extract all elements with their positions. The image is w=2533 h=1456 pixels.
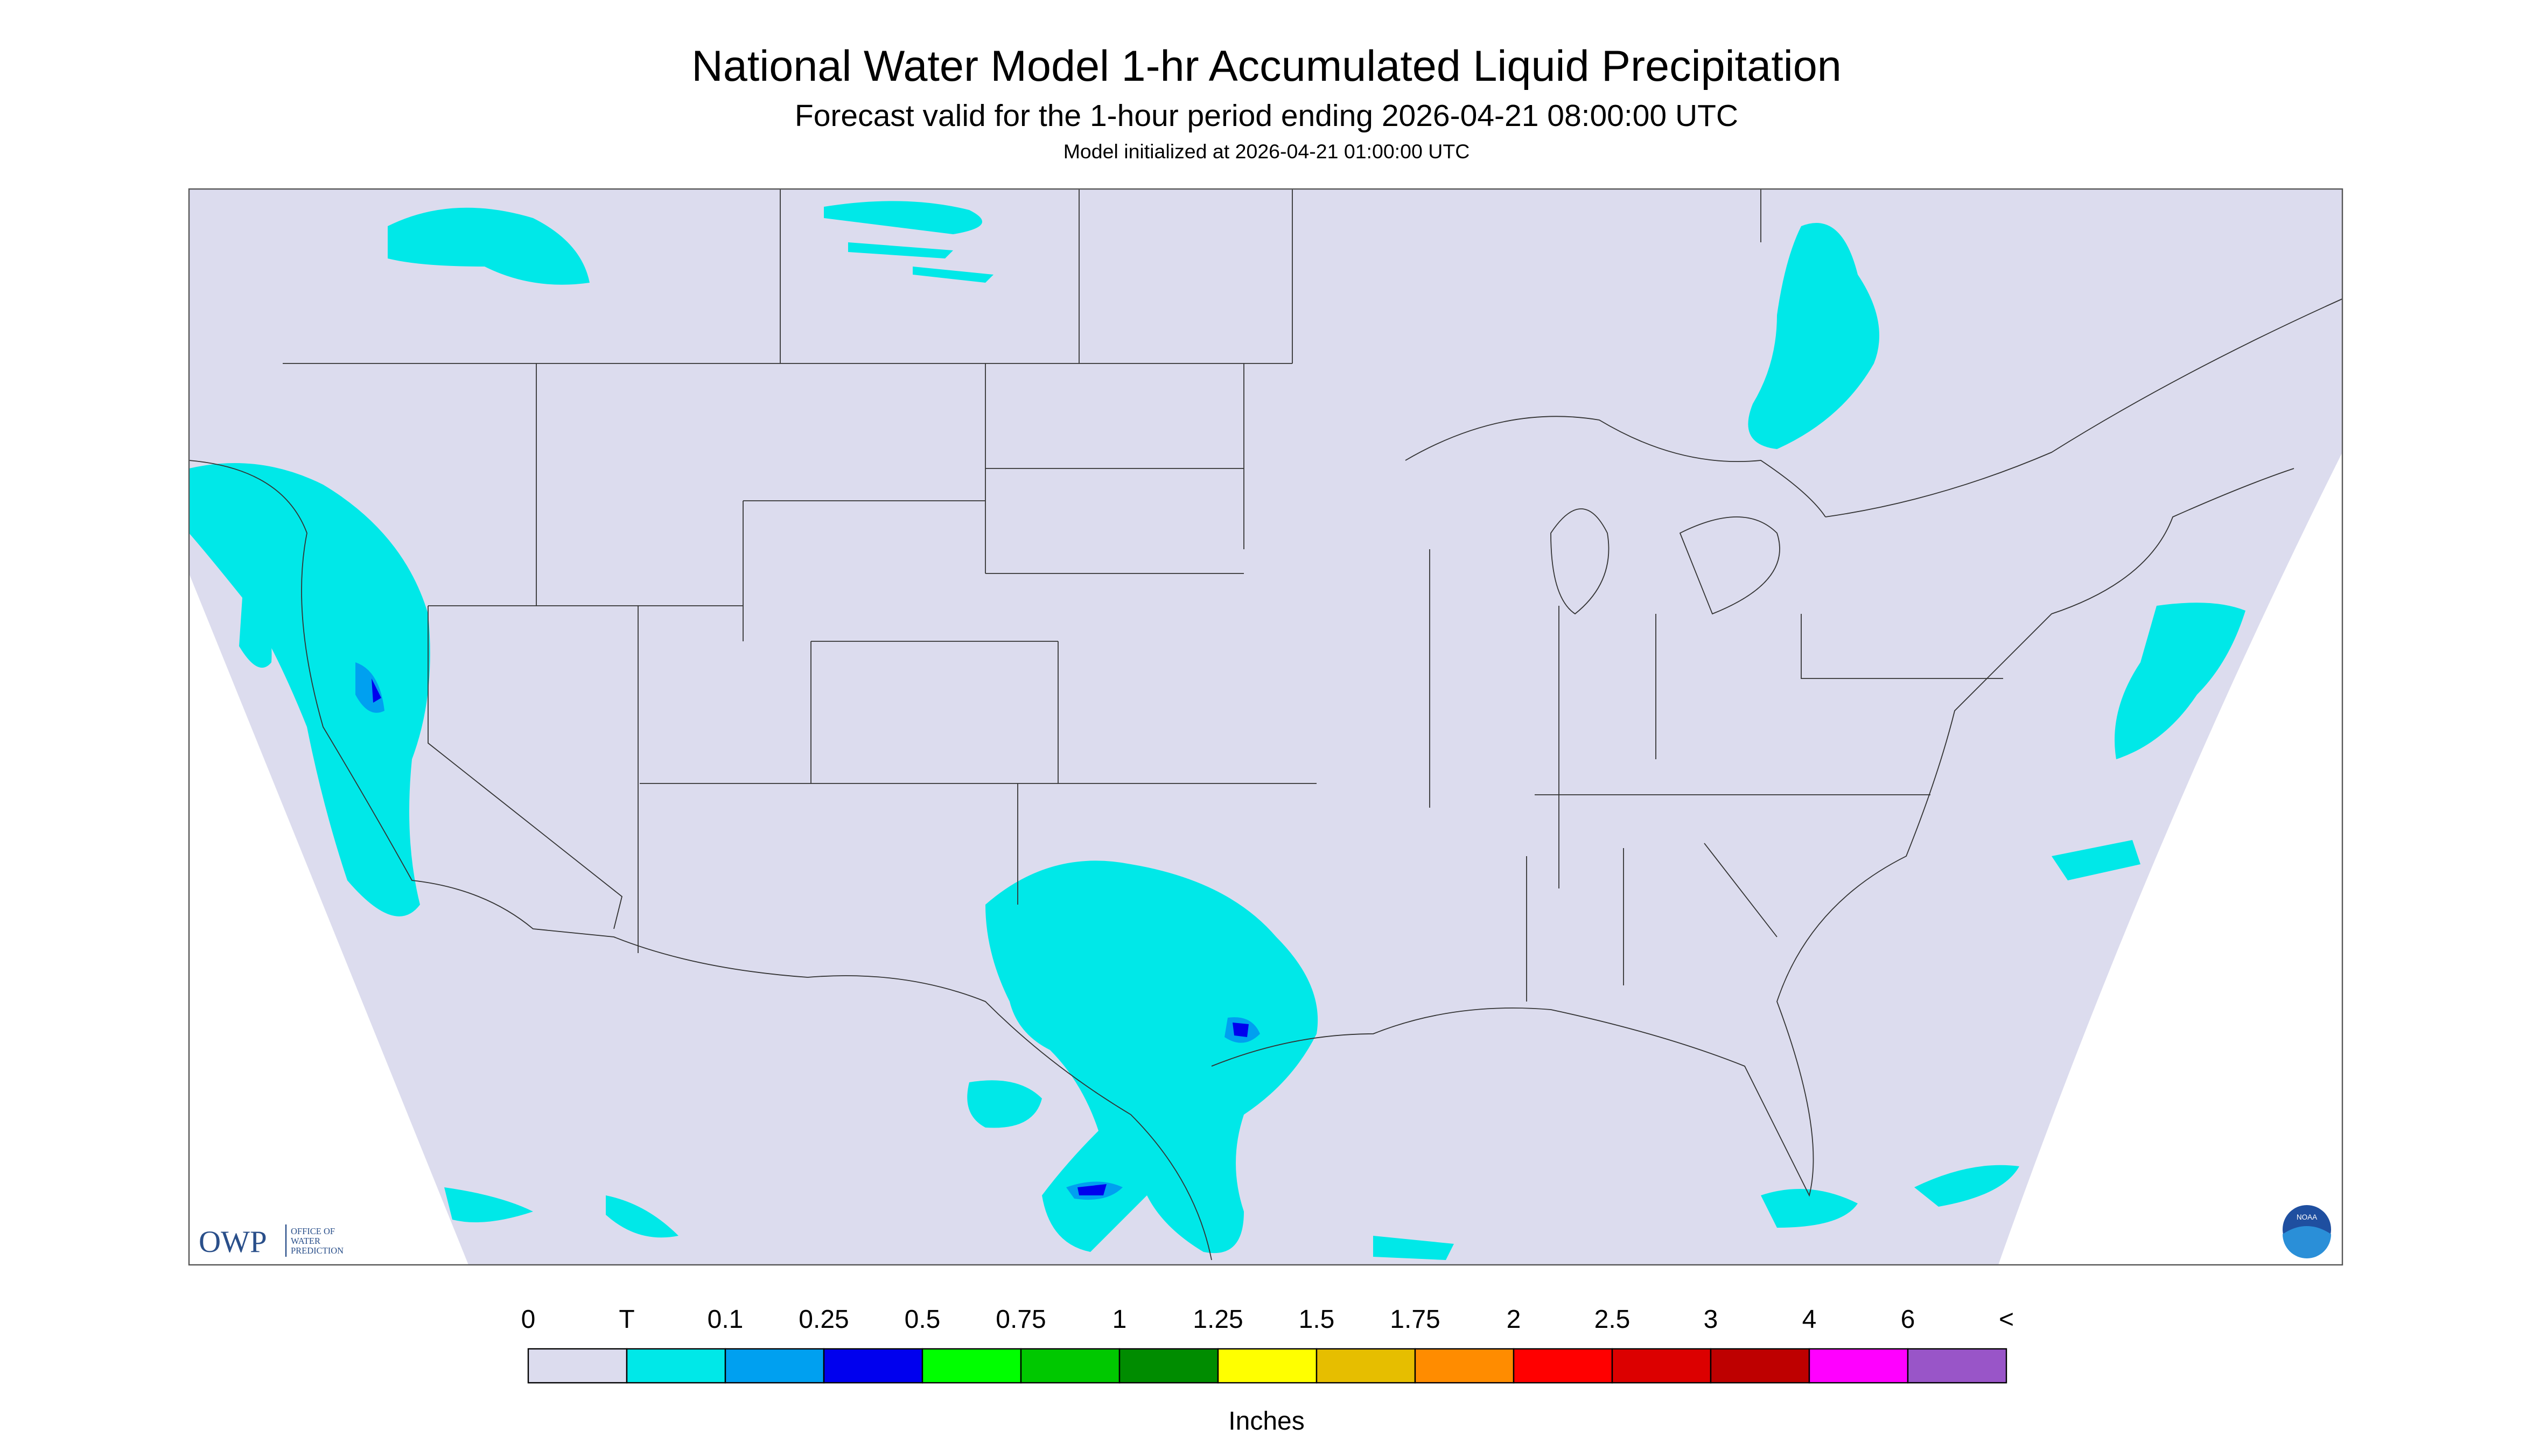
legend-swatch — [1217, 1348, 1318, 1384]
legend-swatch — [1020, 1348, 1121, 1384]
owp-logo: OWP OFFICE OF WATER PREDICTION — [199, 1224, 344, 1259]
legend-label: 4 — [1802, 1305, 1817, 1334]
legend: 0 T 0.1 0.25 0.5 0.75 1 1.25 1.5 1.75 2 2.5 3 4 6 < — [521, 1305, 2014, 1384]
owp-mark: OWP — [199, 1225, 267, 1259]
legend-label: 1.5 — [1299, 1305, 1335, 1334]
legend-label: 0.1 — [708, 1305, 744, 1334]
legend-label: 3 — [1704, 1305, 1718, 1334]
map: OWP OFFICE OF WATER PREDICTION NOAA — [188, 188, 2343, 1266]
legend-swatch — [626, 1348, 726, 1384]
owp-text: WATER — [291, 1236, 320, 1246]
legend-swatch — [527, 1348, 628, 1384]
legend-swatch — [724, 1348, 825, 1384]
legend-label: T — [619, 1305, 634, 1334]
legend-label: 1.75 — [1390, 1305, 1440, 1334]
legend-label: 6 — [1901, 1305, 1915, 1334]
owp-text: PREDICTION — [291, 1245, 344, 1256]
subtitle: Forecast valid for the 1-hour period end… — [795, 99, 1738, 133]
legend-swatch — [823, 1348, 923, 1384]
init-note: Model initialized at 2026-04-21 01:00:00… — [1063, 140, 1470, 163]
legend-swatch — [1316, 1348, 1416, 1384]
legend-swatch — [1808, 1348, 1909, 1384]
noaa-logo: NOAA — [2283, 1205, 2331, 1259]
legend-label: 0.5 — [905, 1305, 941, 1334]
precipitation — [189, 201, 2245, 1261]
legend-swatch — [1710, 1348, 1810, 1384]
legend-swatch — [921, 1348, 1022, 1384]
legend-swatch — [1611, 1348, 1712, 1384]
domain — [189, 189, 2342, 1265]
legend-label: 1 — [1112, 1305, 1127, 1334]
legend-label: 1.25 — [1193, 1305, 1243, 1334]
legend-label: < — [1999, 1305, 2014, 1334]
legend-swatch — [1118, 1348, 1219, 1384]
legend-swatch — [1414, 1348, 1515, 1384]
map-frame — [188, 188, 2343, 1266]
title: National Water Model 1-hr Accumulated Li… — [691, 42, 1842, 90]
legend-label: 0.75 — [996, 1305, 1046, 1334]
legend-label: 2.5 — [1594, 1305, 1631, 1334]
legend-swatch — [1907, 1348, 2007, 1384]
legend-label: 0 — [521, 1305, 536, 1334]
noaa-text: NOAA — [2297, 1213, 2317, 1221]
legend-label: 0.25 — [799, 1305, 849, 1334]
legend-swatch — [1513, 1348, 1613, 1384]
owp-text: OFFICE OF — [291, 1226, 335, 1236]
boundaries — [188, 189, 2343, 1261]
legend-label: 2 — [1507, 1305, 1521, 1334]
legend-unit: Inches — [1228, 1407, 1304, 1436]
